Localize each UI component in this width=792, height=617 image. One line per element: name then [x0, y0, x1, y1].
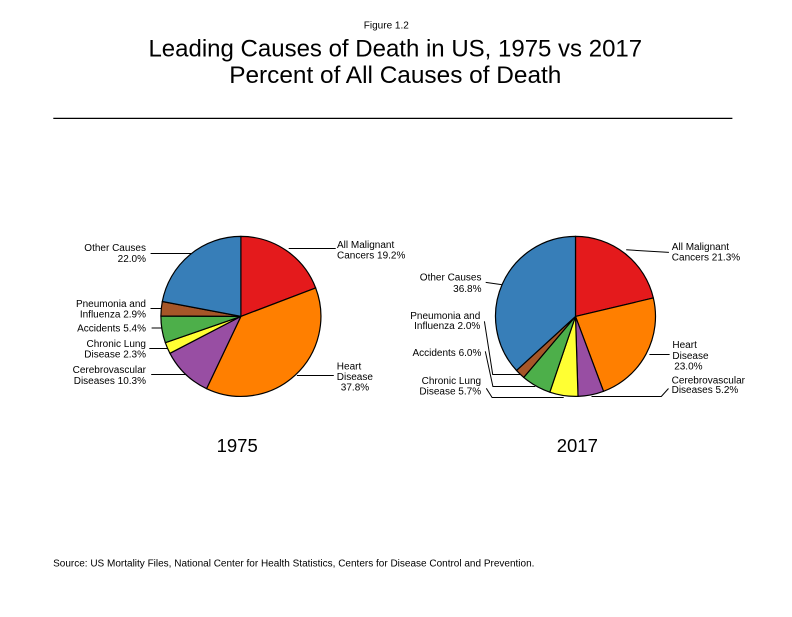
svg-text:2017: 2017 [557, 435, 598, 456]
svg-text:Figure 1.2: Figure 1.2 [364, 20, 409, 31]
svg-text:Cerebrovascular: Cerebrovascular [672, 376, 746, 387]
svg-text:Disease 5.7%: Disease 5.7% [419, 386, 481, 397]
svg-text:Cancers 19.2%: Cancers 19.2% [337, 251, 405, 262]
svg-text:Diseases 5.2%: Diseases 5.2% [672, 385, 739, 396]
svg-text:Pneumonia and: Pneumonia and [410, 311, 480, 322]
svg-text:Heart: Heart [672, 340, 697, 351]
svg-text:Influenza 2.0%: Influenza 2.0% [414, 321, 480, 332]
svg-text:Chronic Lung: Chronic Lung [87, 339, 146, 350]
svg-text:Chronic Lung: Chronic Lung [422, 376, 481, 387]
svg-text:Cancers 21.3%: Cancers 21.3% [672, 252, 740, 263]
svg-text:Leading Causes of Death in US,: Leading Causes of Death in US, 1975 vs 2… [148, 36, 642, 63]
svg-text:23.0%: 23.0% [674, 361, 702, 372]
svg-text:Other Causes: Other Causes [84, 243, 146, 254]
svg-text:Accidents 5.4%: Accidents 5.4% [77, 323, 146, 334]
svg-text:Source: US Mortality Files, Na: Source: US Mortality Files, National Cen… [53, 559, 534, 570]
svg-text:Disease: Disease [337, 372, 374, 383]
svg-text:Accidents 6.0%: Accidents 6.0% [412, 348, 481, 359]
svg-text:Diseases 10.3%: Diseases 10.3% [74, 376, 146, 387]
svg-text:Heart: Heart [337, 361, 362, 372]
svg-text:22.0%: 22.0% [118, 254, 146, 265]
svg-text:Other Causes: Other Causes [420, 273, 482, 284]
svg-text:Disease 2.3%: Disease 2.3% [84, 349, 146, 360]
svg-text:Disease: Disease [672, 351, 709, 362]
svg-text:37.8%: 37.8% [341, 383, 369, 394]
svg-text:1975: 1975 [217, 435, 258, 456]
svg-text:36.8%: 36.8% [453, 284, 481, 295]
svg-text:All Malignant: All Malignant [337, 240, 394, 251]
svg-text:Cerebrovascular: Cerebrovascular [73, 365, 147, 376]
svg-text:Percent of All Causes of Death: Percent of All Causes of Death [229, 62, 561, 89]
svg-text:Influenza 2.9%: Influenza 2.9% [80, 310, 146, 321]
svg-text:Pneumonia and: Pneumonia and [76, 299, 146, 310]
svg-text:All Malignant: All Malignant [672, 242, 729, 253]
